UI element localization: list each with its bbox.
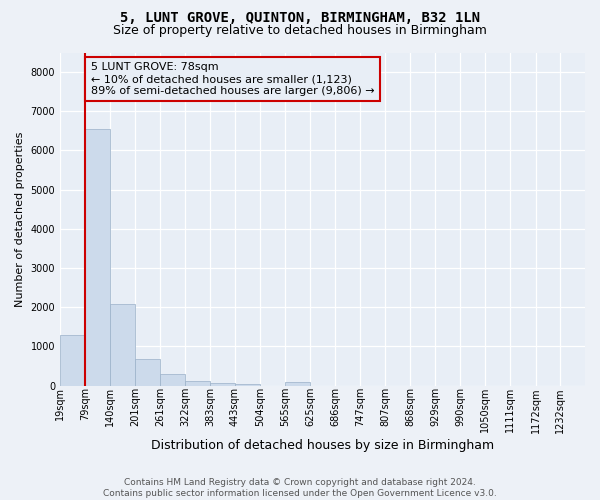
Text: Contains HM Land Registry data © Crown copyright and database right 2024.
Contai: Contains HM Land Registry data © Crown c…	[103, 478, 497, 498]
Text: Size of property relative to detached houses in Birmingham: Size of property relative to detached ho…	[113, 24, 487, 37]
Bar	[185, 380, 210, 386]
Text: 5 LUNT GROVE: 78sqm
← 10% of detached houses are smaller (1,123)
89% of semi-det: 5 LUNT GROVE: 78sqm ← 10% of detached ho…	[91, 62, 374, 96]
Bar	[235, 384, 260, 386]
Bar	[210, 382, 235, 386]
Bar	[60, 336, 85, 386]
Y-axis label: Number of detached properties: Number of detached properties	[15, 132, 25, 307]
Bar	[85, 129, 110, 386]
Text: 5, LUNT GROVE, QUINTON, BIRMINGHAM, B32 1LN: 5, LUNT GROVE, QUINTON, BIRMINGHAM, B32 …	[120, 11, 480, 25]
Bar	[285, 382, 310, 386]
Bar	[110, 304, 135, 386]
X-axis label: Distribution of detached houses by size in Birmingham: Distribution of detached houses by size …	[151, 440, 494, 452]
Bar	[135, 359, 160, 386]
Bar	[160, 374, 185, 386]
